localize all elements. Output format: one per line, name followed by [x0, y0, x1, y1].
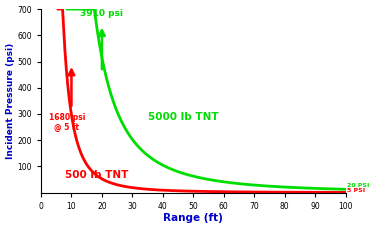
Text: 500 lb TNT: 500 lb TNT: [65, 170, 129, 180]
X-axis label: Range (ft): Range (ft): [164, 213, 223, 224]
Text: 5000 lb TNT: 5000 lb TNT: [148, 112, 218, 122]
Text: 5 PSI: 5 PSI: [347, 188, 365, 193]
Text: 1680 psi
@ 5 ft: 1680 psi @ 5 ft: [49, 113, 85, 132]
Y-axis label: Incident Pressure (psi): Incident Pressure (psi): [6, 43, 15, 159]
Text: 20 PSI: 20 PSI: [347, 183, 369, 188]
Text: 3910 psi: 3910 psi: [80, 9, 123, 18]
